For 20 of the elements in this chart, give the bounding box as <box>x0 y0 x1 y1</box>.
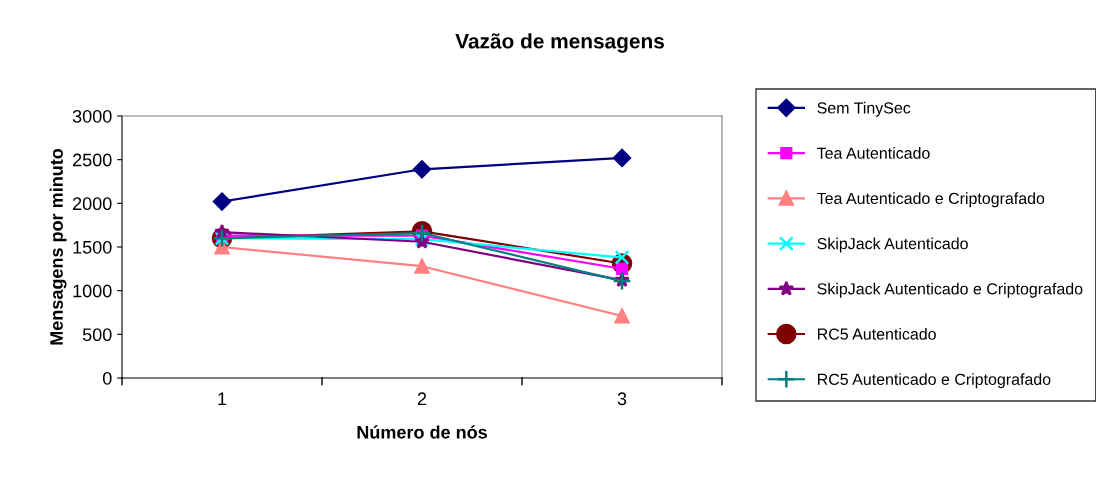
x-tick-label: 3 <box>617 392 627 406</box>
x-tick-label: 2 <box>417 392 427 405</box>
legend-label: RC5 Autenticado <box>817 328 936 340</box>
y-tick-label: 3000 <box>72 109 112 123</box>
chart-title: Vazão de mensagens <box>455 33 664 53</box>
x-tick-label: 1 <box>218 392 227 405</box>
y-tick-label: 0 <box>102 371 112 385</box>
y-axis-title: Mensagens por minuto <box>49 148 67 345</box>
x-axis-title: Número de nós <box>357 425 487 439</box>
y-tick-label: 1000 <box>73 284 112 298</box>
y-tick-label: 2500 <box>73 153 112 167</box>
legend-label: Tea Autenticado <box>817 147 930 159</box>
legend-label: SkipJack Autenticado <box>817 237 968 253</box>
legend-label: Tea Autenticado e Criptografado <box>817 192 1045 208</box>
legend-label: Sem TinySec <box>817 101 911 117</box>
y-tick-label: 500 <box>82 328 112 342</box>
legend-label: SkipJack Autenticado e Criptografado <box>817 282 1083 298</box>
y-tick-label: 2000 <box>73 197 112 211</box>
y-tick-label: 1500 <box>73 240 112 254</box>
legend-label: RC5 Autenticado e Criptografado <box>817 373 1051 389</box>
